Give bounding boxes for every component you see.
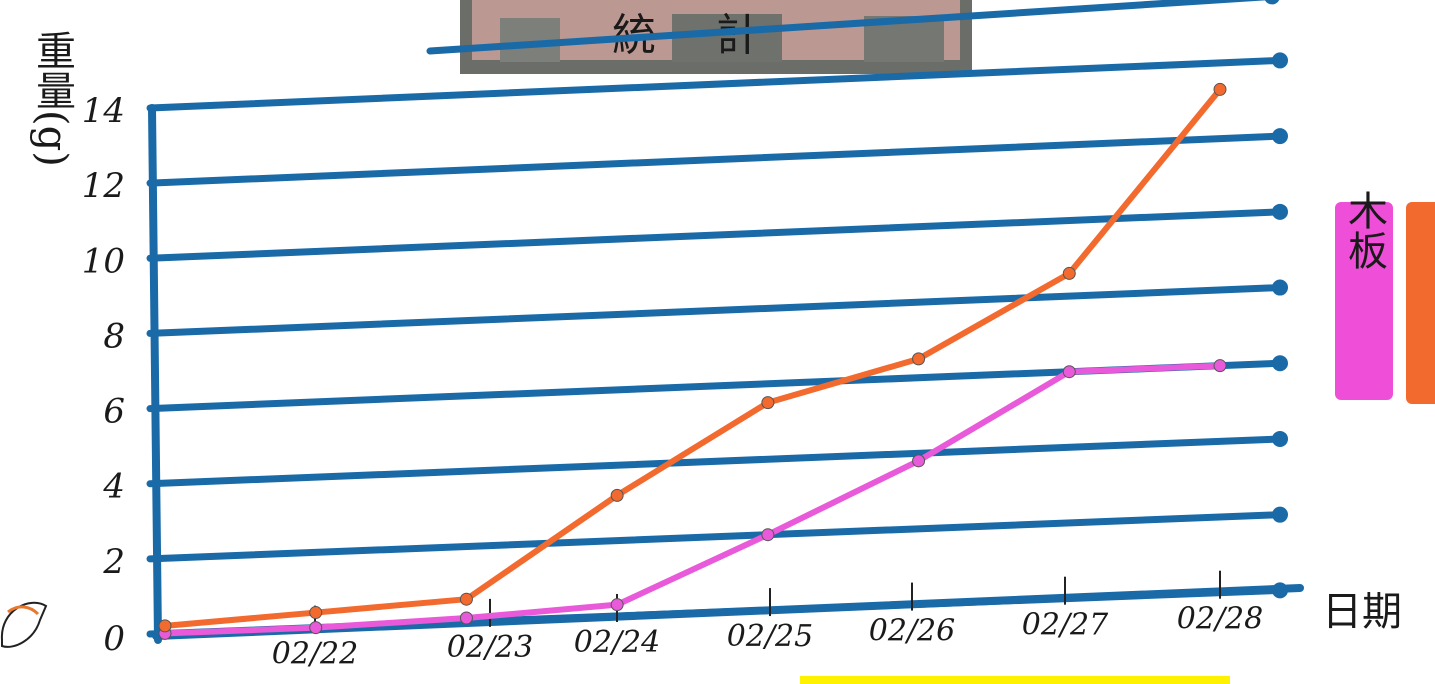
legend: 木板 — [1335, 190, 1435, 404]
y-axis — [148, 104, 162, 644]
series-point-2 — [761, 396, 775, 410]
grid-lines — [146, 0, 1288, 638]
series-line-1 — [162, 362, 1223, 637]
series-point-1 — [912, 454, 926, 468]
legend-swatch-series-1 — [1335, 202, 1393, 400]
grid-line — [426, 0, 1271, 55]
y-tick-label: 12 — [82, 166, 125, 206]
series-point-1 — [610, 598, 624, 612]
legend-swatch-series-2 — [1406, 202, 1435, 404]
series-lines — [158, 82, 1227, 640]
series-point-2 — [158, 619, 172, 633]
y-tick-label: 4 — [102, 467, 125, 507]
series-point-1 — [1062, 365, 1076, 379]
series-point-2 — [610, 488, 624, 502]
x-tick-label: 02/23 — [447, 630, 533, 665]
series-point-2 — [309, 606, 323, 620]
grid-line — [146, 435, 1284, 488]
series-point-2 — [1062, 266, 1076, 280]
x-tick-label: 02/27 — [1022, 608, 1109, 643]
grid-line — [146, 132, 1284, 187]
grid-line-end — [1264, 0, 1280, 5]
y-tick-label: 14 — [82, 91, 125, 131]
grid-line-end — [1272, 430, 1288, 447]
series-point-2 — [1213, 82, 1227, 96]
y-tick-label: 8 — [103, 316, 125, 356]
y-tick-labels: 0 2 4 6 8 10 12 14 — [82, 91, 125, 659]
grid-line-end — [1272, 506, 1288, 523]
grid-line-end — [1272, 128, 1288, 145]
y-tick-label: 6 — [103, 392, 125, 432]
series-point-1 — [309, 621, 323, 635]
pen-sketch — [0, 601, 48, 648]
y-tick-label: 10 — [82, 241, 125, 281]
x-tick-label: 02/25 — [727, 619, 813, 654]
series-point-2 — [912, 352, 926, 366]
series-line-2 — [162, 86, 1223, 629]
series-point-1 — [1213, 359, 1227, 373]
x-tick-label: 02/28 — [1177, 602, 1263, 637]
title-box-shade — [672, 14, 782, 62]
grid-line-end — [1272, 52, 1288, 69]
series-point-1 — [761, 528, 775, 542]
x-tick-label: 02/24 — [574, 625, 660, 660]
highlight-strip — [800, 676, 1230, 684]
title-box: 統計 — [460, 0, 972, 74]
x-tick-label: 02/26 — [869, 614, 955, 649]
legend-label-series-1: 木板 — [1341, 190, 1387, 270]
x-tick-label: 02/22 — [272, 637, 358, 672]
y-tick-label: 2 — [102, 542, 125, 582]
grid-line-end — [1272, 355, 1288, 372]
series-point-2 — [459, 592, 473, 606]
x-tick-labels: 02/22 02/23 02/24 02/25 02/26 02/27 02/28 — [272, 570, 1263, 672]
grid-line — [146, 56, 1284, 112]
axes — [148, 104, 1304, 644]
grid-line-end — [1272, 279, 1288, 296]
x-axis-label: 日期 — [1322, 589, 1402, 635]
grid-line — [146, 284, 1284, 337]
series-point-1 — [459, 611, 473, 625]
grid-line — [146, 208, 1284, 262]
grid-line-end — [1272, 203, 1288, 220]
y-tick-label: 0 — [103, 619, 125, 659]
grid-line — [146, 511, 1284, 563]
y-axis-label: 重量(g) — [29, 30, 75, 167]
